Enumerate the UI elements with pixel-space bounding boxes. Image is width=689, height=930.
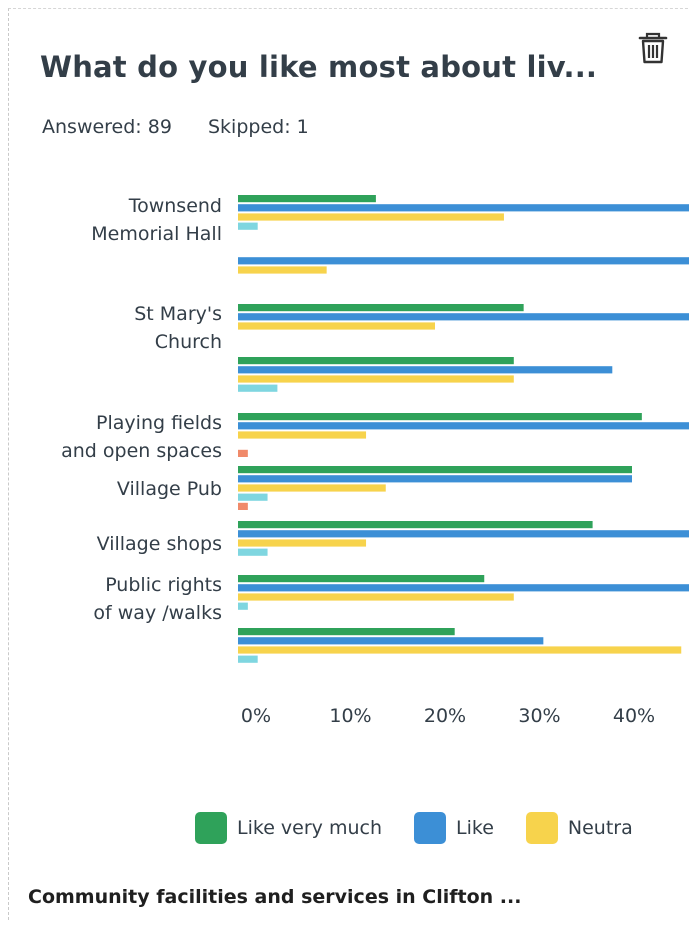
bar-like-very-much-4[interactable] bbox=[238, 413, 642, 421]
legend-swatch-blue bbox=[414, 812, 446, 844]
bar-like-very-much-8[interactable] bbox=[238, 628, 455, 636]
category-label-4-0: Playing fields bbox=[96, 412, 222, 434]
legend-label: Like very much bbox=[237, 817, 382, 839]
bar-series-4-5[interactable] bbox=[238, 493, 268, 501]
bar-neutral-7[interactable] bbox=[238, 593, 514, 601]
category-label-7-1: of way /walks bbox=[93, 602, 222, 624]
legend-swatch-yellow bbox=[525, 812, 558, 844]
bar-like-very-much-7[interactable] bbox=[238, 575, 485, 583]
category-label-7-0: Public rights bbox=[105, 574, 222, 596]
x-tick-label-4: 40% bbox=[613, 705, 655, 727]
skipped-count: Skipped: 1 bbox=[207, 116, 309, 138]
bar-neutral-8[interactable] bbox=[238, 646, 682, 654]
x-tick-label-2: 20% bbox=[424, 705, 466, 727]
legend-label: Neutra bbox=[567, 817, 633, 839]
bar-like-very-much-5[interactable] bbox=[238, 466, 632, 474]
question-title: What do you like most about liv... bbox=[40, 50, 598, 84]
bar-series-4-3[interactable] bbox=[238, 384, 278, 392]
bar-like-very-much-3[interactable] bbox=[238, 357, 514, 365]
category-label-5-0: Village Pub bbox=[117, 478, 222, 500]
bar-like-2[interactable] bbox=[238, 313, 689, 321]
bar-neutral-5[interactable] bbox=[238, 484, 386, 492]
category-label-2-1: Church bbox=[155, 331, 222, 353]
bar-like-very-much-6[interactable] bbox=[238, 521, 593, 529]
chart-card bbox=[8, 8, 689, 920]
legend-item-like[interactable]: Like bbox=[414, 812, 494, 844]
trash-icon[interactable] bbox=[636, 30, 670, 66]
legend-label: Like bbox=[456, 817, 494, 839]
bar-like-6[interactable] bbox=[238, 530, 689, 538]
bar-like-very-much-0[interactable] bbox=[238, 195, 376, 203]
bar-neutral-6[interactable] bbox=[238, 539, 367, 547]
legend-item-like-very-much[interactable]: Like very much bbox=[195, 812, 382, 844]
bar-like-4[interactable] bbox=[238, 422, 689, 430]
bar-like-very-much-2[interactable] bbox=[238, 304, 524, 312]
bar-like-7[interactable] bbox=[238, 584, 689, 592]
bar-neutral-2[interactable] bbox=[238, 322, 435, 330]
bar-series-5-4[interactable] bbox=[238, 449, 248, 457]
bar-like-5[interactable] bbox=[238, 475, 632, 483]
bar-chart: Townsend Memorial Hall St Mary's Church Play… bbox=[61, 195, 689, 727]
bar-series-4-6[interactable] bbox=[238, 548, 268, 556]
next-question-title: Community facilities and services in Cli… bbox=[28, 886, 522, 908]
bar-series-4-0[interactable] bbox=[238, 222, 258, 230]
bar-like-0[interactable] bbox=[238, 204, 689, 212]
bar-neutral-4[interactable] bbox=[238, 431, 367, 439]
legend-item-neutral[interactable]: Neutra bbox=[525, 812, 633, 844]
legend-swatch-green bbox=[195, 812, 227, 844]
bar-series-4-8[interactable] bbox=[238, 655, 258, 663]
category-label-6-0: Village shops bbox=[97, 533, 222, 555]
x-tick-label-1: 10% bbox=[329, 705, 371, 727]
category-label-0-1: Memorial Hall bbox=[91, 223, 222, 245]
bar-neutral-0[interactable] bbox=[238, 213, 504, 221]
bar-series-4-7[interactable] bbox=[238, 602, 248, 610]
x-tick-label-0: 0% bbox=[241, 705, 271, 727]
bar-neutral-3[interactable] bbox=[238, 375, 514, 383]
category-label-0-0: Townsend bbox=[128, 195, 222, 217]
bar-like-8[interactable] bbox=[238, 637, 544, 645]
bars bbox=[238, 195, 689, 663]
x-tick-label-3: 30% bbox=[518, 705, 560, 727]
response-stats: Answered: 89 Skipped: 1 bbox=[42, 116, 339, 138]
bar-like-1[interactable] bbox=[238, 257, 689, 265]
bar-neutral-1[interactable] bbox=[238, 266, 327, 274]
category-label-2-0: St Mary's bbox=[134, 303, 222, 325]
bar-like-3[interactable] bbox=[238, 366, 613, 374]
category-label-4-1: and open spaces bbox=[61, 440, 222, 462]
chart-legend: Like very much Like Neutra bbox=[195, 812, 665, 844]
bar-series-5-5[interactable] bbox=[238, 502, 248, 510]
answered-count: Answered: 89 bbox=[42, 116, 172, 138]
